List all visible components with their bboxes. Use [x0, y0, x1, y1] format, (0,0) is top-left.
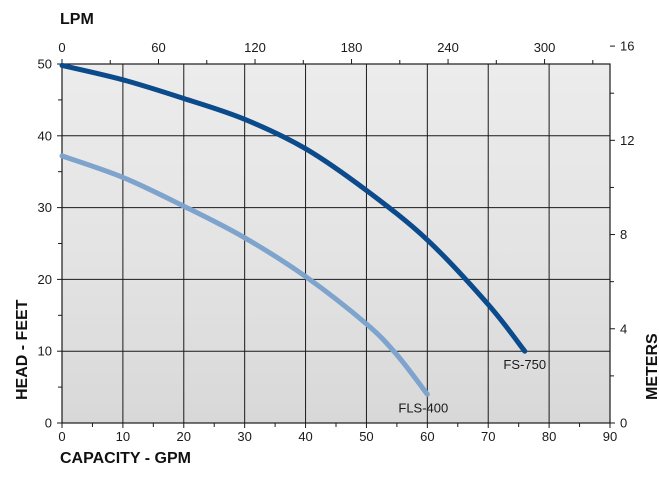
y-tick-label: 10 — [38, 344, 52, 359]
x-tick-label: 40 — [298, 429, 312, 444]
x-tick-label: 30 — [237, 429, 251, 444]
x-axis-title: CAPACITY - GPM — [60, 450, 191, 467]
grid-lines — [62, 64, 610, 423]
right-tick-label: 12 — [620, 133, 634, 148]
x-tick-label: 50 — [359, 429, 373, 444]
y-tick-label: 30 — [38, 200, 52, 215]
series-line-fls-400 — [59, 153, 430, 397]
top-tick-label: 60 — [151, 40, 165, 55]
top-tick-label: 300 — [534, 40, 556, 55]
x-tick-label: 10 — [116, 429, 130, 444]
top-axis-title: LPM — [60, 11, 94, 28]
plot-area — [62, 64, 610, 423]
x-tick-label: 70 — [481, 429, 495, 444]
y-tick-label: 20 — [38, 272, 52, 287]
y-tick-label: 50 — [38, 57, 52, 72]
right-tick-label: 4 — [620, 321, 627, 336]
series-line-fs-750 — [59, 62, 528, 354]
top-tick-label: 0 — [58, 40, 65, 55]
x-tick-label: 80 — [542, 429, 556, 444]
x-tick-label: 60 — [420, 429, 434, 444]
x-tick-label: 20 — [177, 429, 191, 444]
right-tick-label: 8 — [620, 227, 627, 242]
x-tick-label: 90 — [603, 429, 617, 444]
y-tick-label: 0 — [45, 416, 52, 431]
right-axis-title: METERS — [644, 333, 659, 400]
top-tick-label: 180 — [341, 40, 363, 55]
top-tick-label: 120 — [244, 40, 266, 55]
series-label-fls-400: FLS-400 — [398, 400, 448, 415]
series-lines: FS-750 FLS-400 — [59, 62, 546, 415]
right-tick-label: 0 — [620, 416, 627, 431]
y-axis-title: HEAD - FEET — [14, 299, 31, 400]
x-tick-label: 0 — [58, 429, 65, 444]
y-tick-label: 40 — [38, 128, 52, 143]
top-tick-label: 240 — [437, 40, 459, 55]
series-label-fs-750: FS-750 — [503, 357, 546, 372]
right-tick-label: 16 — [620, 39, 634, 54]
